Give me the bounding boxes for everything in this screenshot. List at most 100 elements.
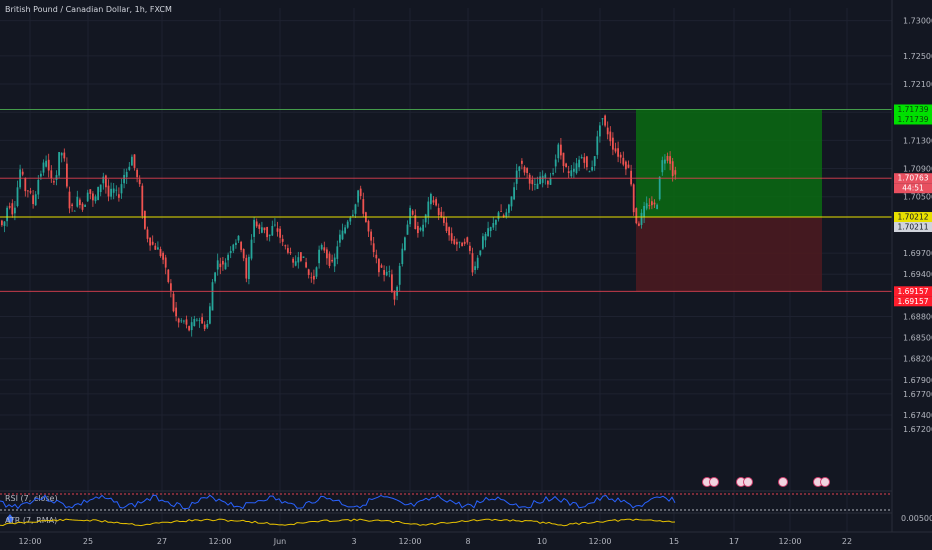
candle-body	[432, 200, 435, 203]
candle-body	[398, 265, 401, 285]
price-tag-text: 1.70211	[897, 223, 928, 232]
candle-body	[565, 163, 567, 168]
candle-body	[580, 157, 583, 159]
event-flag-icon[interactable]	[743, 477, 753, 487]
price-tag-entry	[894, 222, 932, 233]
price-tick-label: 1.71300	[903, 136, 932, 145]
candle-body	[229, 251, 232, 254]
candle-body	[1, 220, 3, 226]
candle-body	[258, 224, 261, 229]
price-tick-label: 1.68500	[903, 334, 932, 343]
candle-body	[320, 244, 323, 250]
time-tick-label: 8	[465, 537, 470, 546]
candle-body	[575, 163, 578, 174]
candle-body	[630, 170, 632, 185]
price-tag-text: 1.69157	[897, 287, 928, 296]
candle-body	[138, 179, 141, 185]
candle-body	[523, 166, 526, 173]
candle-body	[336, 246, 339, 259]
time-tick-label: Jun	[273, 537, 287, 546]
candle-body	[16, 187, 19, 207]
candle-body	[362, 199, 365, 214]
candle-body	[37, 179, 40, 195]
candle-body	[300, 252, 302, 261]
candle-body	[591, 167, 593, 171]
candle-body	[136, 169, 138, 178]
candle-body	[287, 248, 289, 253]
event-flag-icon[interactable]	[778, 477, 788, 487]
price-tick-label: 1.67700	[903, 390, 932, 399]
target-zone	[636, 109, 822, 218]
candle-body	[664, 159, 666, 164]
candle-body	[266, 227, 268, 238]
candle-body	[674, 170, 677, 175]
candle-body	[203, 324, 206, 329]
candle-body	[157, 247, 159, 250]
candle-body	[219, 263, 222, 268]
candle-body	[549, 177, 552, 185]
candle-body	[489, 227, 492, 232]
price-tag-text: 1.71739	[897, 115, 928, 124]
candle-body	[196, 319, 198, 321]
candle-body	[666, 156, 669, 161]
candle-body	[305, 262, 307, 268]
candle-body	[183, 320, 185, 322]
candle-body	[206, 324, 209, 328]
candle-body	[466, 237, 469, 243]
candle-body	[224, 262, 227, 270]
candle-body	[651, 201, 653, 206]
candle-body	[115, 189, 118, 191]
candle-body	[578, 159, 580, 168]
candle-body	[515, 170, 518, 184]
candle-body	[505, 212, 508, 218]
candle-body	[497, 212, 500, 220]
candle-body	[372, 243, 375, 253]
candle-body	[456, 241, 458, 245]
atr-label: ATR (7, RMA)	[5, 516, 57, 525]
candle-body	[643, 205, 645, 218]
candle-body	[151, 241, 154, 245]
candle-body	[614, 148, 617, 152]
price-tag-text: 1.69157	[897, 297, 928, 306]
event-flag-icon[interactable]	[709, 477, 719, 487]
candle-body	[424, 214, 427, 223]
time-tick-label: 12:00	[18, 537, 41, 546]
candle-body	[638, 223, 640, 226]
time-tick-label: 27	[157, 537, 167, 546]
event-flag-icon[interactable]	[820, 477, 830, 487]
candle-body	[86, 192, 89, 202]
candle-body	[167, 269, 170, 282]
candle-body	[250, 239, 253, 259]
candle-body	[60, 152, 63, 156]
candle-body	[66, 163, 68, 187]
candle-body	[175, 307, 177, 317]
candle-body	[536, 183, 539, 189]
candle-body	[271, 226, 274, 236]
candle-body	[570, 170, 573, 177]
candle-body	[170, 283, 172, 291]
price-tag-text: 1.70763	[897, 174, 928, 183]
candle-body	[593, 156, 596, 167]
candle-body	[146, 229, 149, 239]
candle-body	[279, 228, 281, 238]
candle-body	[128, 166, 131, 170]
candle-body	[294, 261, 297, 266]
candle-body	[276, 228, 279, 232]
candle-body	[554, 159, 557, 167]
candle-body	[404, 237, 406, 251]
candle-body	[45, 160, 47, 167]
price-tick-label: 1.70900	[903, 165, 932, 174]
candle-body	[154, 245, 157, 250]
candle-body	[185, 319, 188, 325]
event-markers[interactable]	[702, 477, 830, 487]
candle-body	[99, 184, 102, 193]
candle-body	[357, 190, 359, 203]
candle-body	[547, 180, 549, 185]
candle-body	[409, 207, 411, 225]
candle-body	[354, 204, 357, 214]
atr-icon	[6, 514, 14, 524]
candle-body	[27, 190, 29, 192]
candle-body	[141, 185, 144, 216]
price-tag-current	[894, 173, 932, 184]
